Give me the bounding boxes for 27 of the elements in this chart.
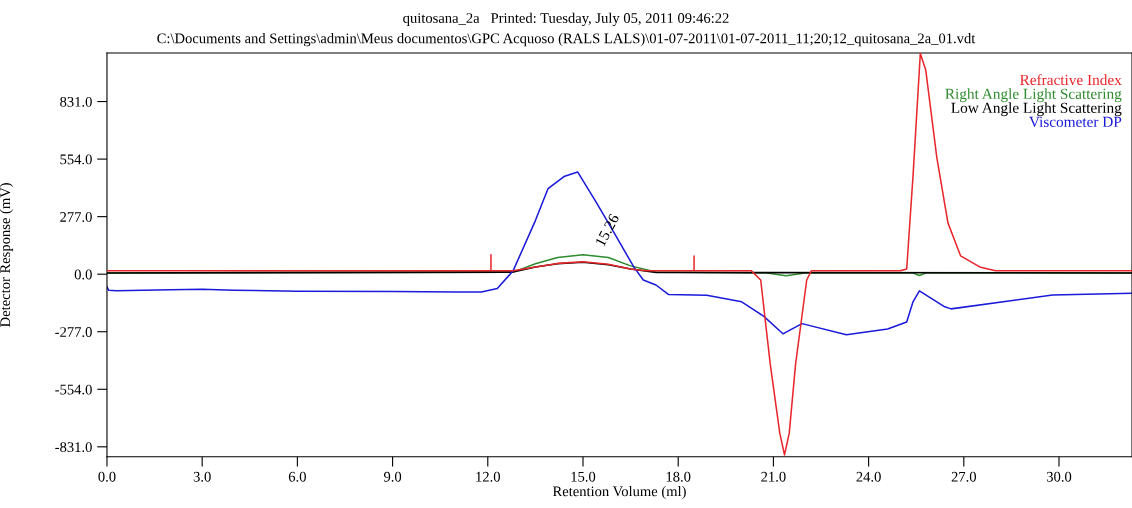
y-tick-label: -277.0 <box>55 327 92 337</box>
x-tick-label: 18.0 <box>666 471 691 482</box>
x-tick-label: 3.0 <box>193 471 211 482</box>
y-axis-title: Detector Response (mV) <box>0 183 14 327</box>
x-tick-label: 27.0 <box>951 471 977 482</box>
x-tick-label: 30.0 <box>1046 471 1072 482</box>
x-tick-label: 15.0 <box>571 471 596 482</box>
y-tick-label: -831.0 <box>55 442 92 453</box>
y-tick-label: 0.0 <box>74 269 92 280</box>
y-tick-label: -554.0 <box>55 384 92 395</box>
annotation: 15.26 <box>595 213 620 247</box>
text: Viscometer DP <box>1029 116 1122 128</box>
y-tick-label: 554.0 <box>60 154 92 165</box>
x-tick-label: 0.0 <box>98 471 116 482</box>
x-axis-title: Retention Volume (ml) <box>552 485 686 500</box>
x-tick-label: 6.0 <box>288 471 306 482</box>
chart-subtitle: C:\Documents and Settings\admin\Meus documentos\GPC Acquoso (RALS LALS)\01-07-2011\01-07-2011_11;20;12_quitosana_2a_01.vdt <box>157 33 976 47</box>
text: Refractive Index <box>1020 74 1122 86</box>
y-tick-label: 277.0 <box>60 212 92 222</box>
x-tick-label: 12.0 <box>476 471 500 482</box>
text: Low Angle Light Scattering <box>951 102 1122 117</box>
x-tick-label: 9.0 <box>383 471 402 482</box>
chart-title: quitosana_2a Printed: Tuesday, July 05, 2011 09:46:22 <box>403 12 729 26</box>
x-tick-label: 24.0 <box>856 471 881 482</box>
x-tick-label: 21.0 <box>761 471 786 482</box>
y-tick-label: 831.0 <box>60 96 92 107</box>
text: Right Angle Light Scattering <box>945 88 1122 103</box>
